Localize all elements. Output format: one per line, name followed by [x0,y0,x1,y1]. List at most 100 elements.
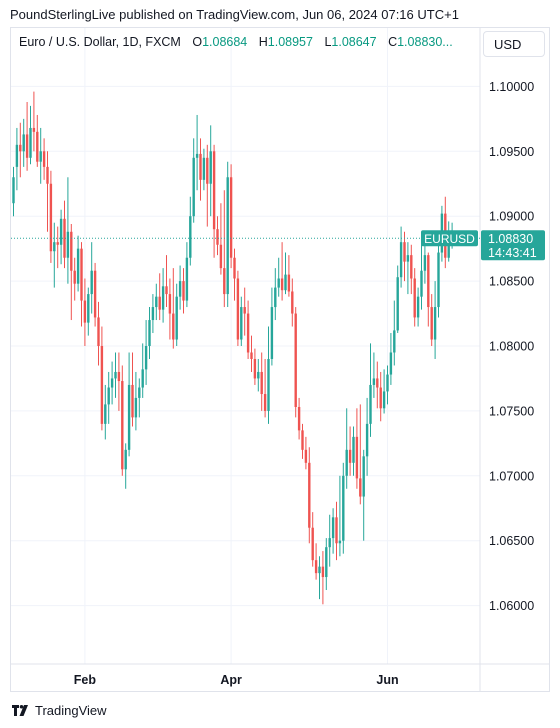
candle-body [314,560,318,574]
candle-body [240,307,243,340]
candle-body [80,248,83,301]
candle-body [42,151,46,167]
candle-body [158,296,161,310]
candle-body [141,369,144,388]
candle-body [202,157,206,180]
candle-body [359,478,362,497]
candle-body [131,384,134,418]
price-tick-label: 1.06500 [489,534,534,548]
candle-body [413,278,416,318]
candle-body [379,387,382,409]
candle-body [32,127,36,132]
candle-body [165,286,168,295]
candle-body [226,177,229,295]
candle-body [151,307,155,321]
candle-body [406,255,410,262]
candle-body [121,381,124,470]
symbol-price-tag [421,230,478,247]
candle-body [274,287,277,308]
candle-body [389,352,393,375]
candle-body [114,371,117,379]
candle-body [216,229,219,245]
candle-body [287,274,291,292]
symbol-legend: Euro / U.S. Dollar, 1D, FXCM O1.08684 H1… [19,35,453,49]
last-price-tag [481,230,545,261]
candle-body [352,436,355,463]
price-tick-label: 1.09500 [489,145,534,159]
candle-body [39,151,42,162]
candle-body [345,449,348,476]
chart-frame [10,27,550,692]
candle-body [155,296,158,308]
candle-body [209,151,212,184]
candle-body [321,566,325,578]
price-tick-label: 1.07500 [489,404,534,418]
candle-body [393,330,396,353]
candle-body [365,423,369,457]
price-tick-label: 1.08500 [489,275,534,289]
candle-body [236,278,240,340]
candle-body [53,242,56,252]
candle-body [331,517,335,539]
price-tick-label: 1.06000 [489,599,534,613]
time-tick-label: Jun [376,673,398,687]
candle-body [59,218,63,245]
candle-body [46,166,49,184]
candle-body [243,307,246,314]
candle-body [178,281,182,297]
candle-body [148,320,151,346]
candle-body [376,378,379,388]
footer-brand-text: TradingView [35,703,107,718]
time-tick-label: Apr [220,673,242,687]
candle-body [277,278,280,288]
candles-layer [12,91,454,605]
candle-body [127,384,131,450]
time-tick-label: Feb [74,673,97,687]
candle-body [308,462,311,528]
candle-body [284,274,287,291]
currency-button[interactable]: USD [483,31,545,57]
close-label: C [388,35,398,49]
candle-body [36,131,39,162]
candle-body [195,153,199,158]
candle-body [83,300,87,323]
candle-body [73,270,76,284]
candle-body [90,270,93,295]
candle-body [396,277,399,331]
candle-body [260,371,263,395]
price-tick-label: 1.10000 [489,80,534,94]
candle-body [100,346,104,424]
candle-body [66,231,70,258]
candle-body [297,407,301,431]
open-label: O [192,35,203,49]
candle-body [410,255,413,279]
candle-body [325,547,328,578]
grid-layer [11,28,480,664]
candle-body [294,313,297,408]
symbol-tag-text: EURUSD [424,232,475,246]
candle-body [25,134,29,158]
candle-body [403,242,406,262]
candle-body [427,255,430,308]
candle-body [161,286,165,310]
candle-body [97,317,100,346]
candle-body [229,177,233,258]
candle-body [362,456,365,497]
candle-body [372,378,376,385]
candle-body [399,242,403,278]
footer-brand[interactable]: TradingView [12,703,107,718]
candle-body [311,527,314,561]
candle-body [386,374,389,392]
candle-body [144,346,148,370]
candle-body [87,294,90,323]
candle-body [433,307,437,340]
candle-body [124,449,127,470]
candle-body [168,294,172,314]
candle-body [328,538,331,548]
candle-body [437,252,440,308]
candle-body [110,378,114,388]
candle-body [223,268,226,295]
tradingview-logo-icon [12,705,28,716]
